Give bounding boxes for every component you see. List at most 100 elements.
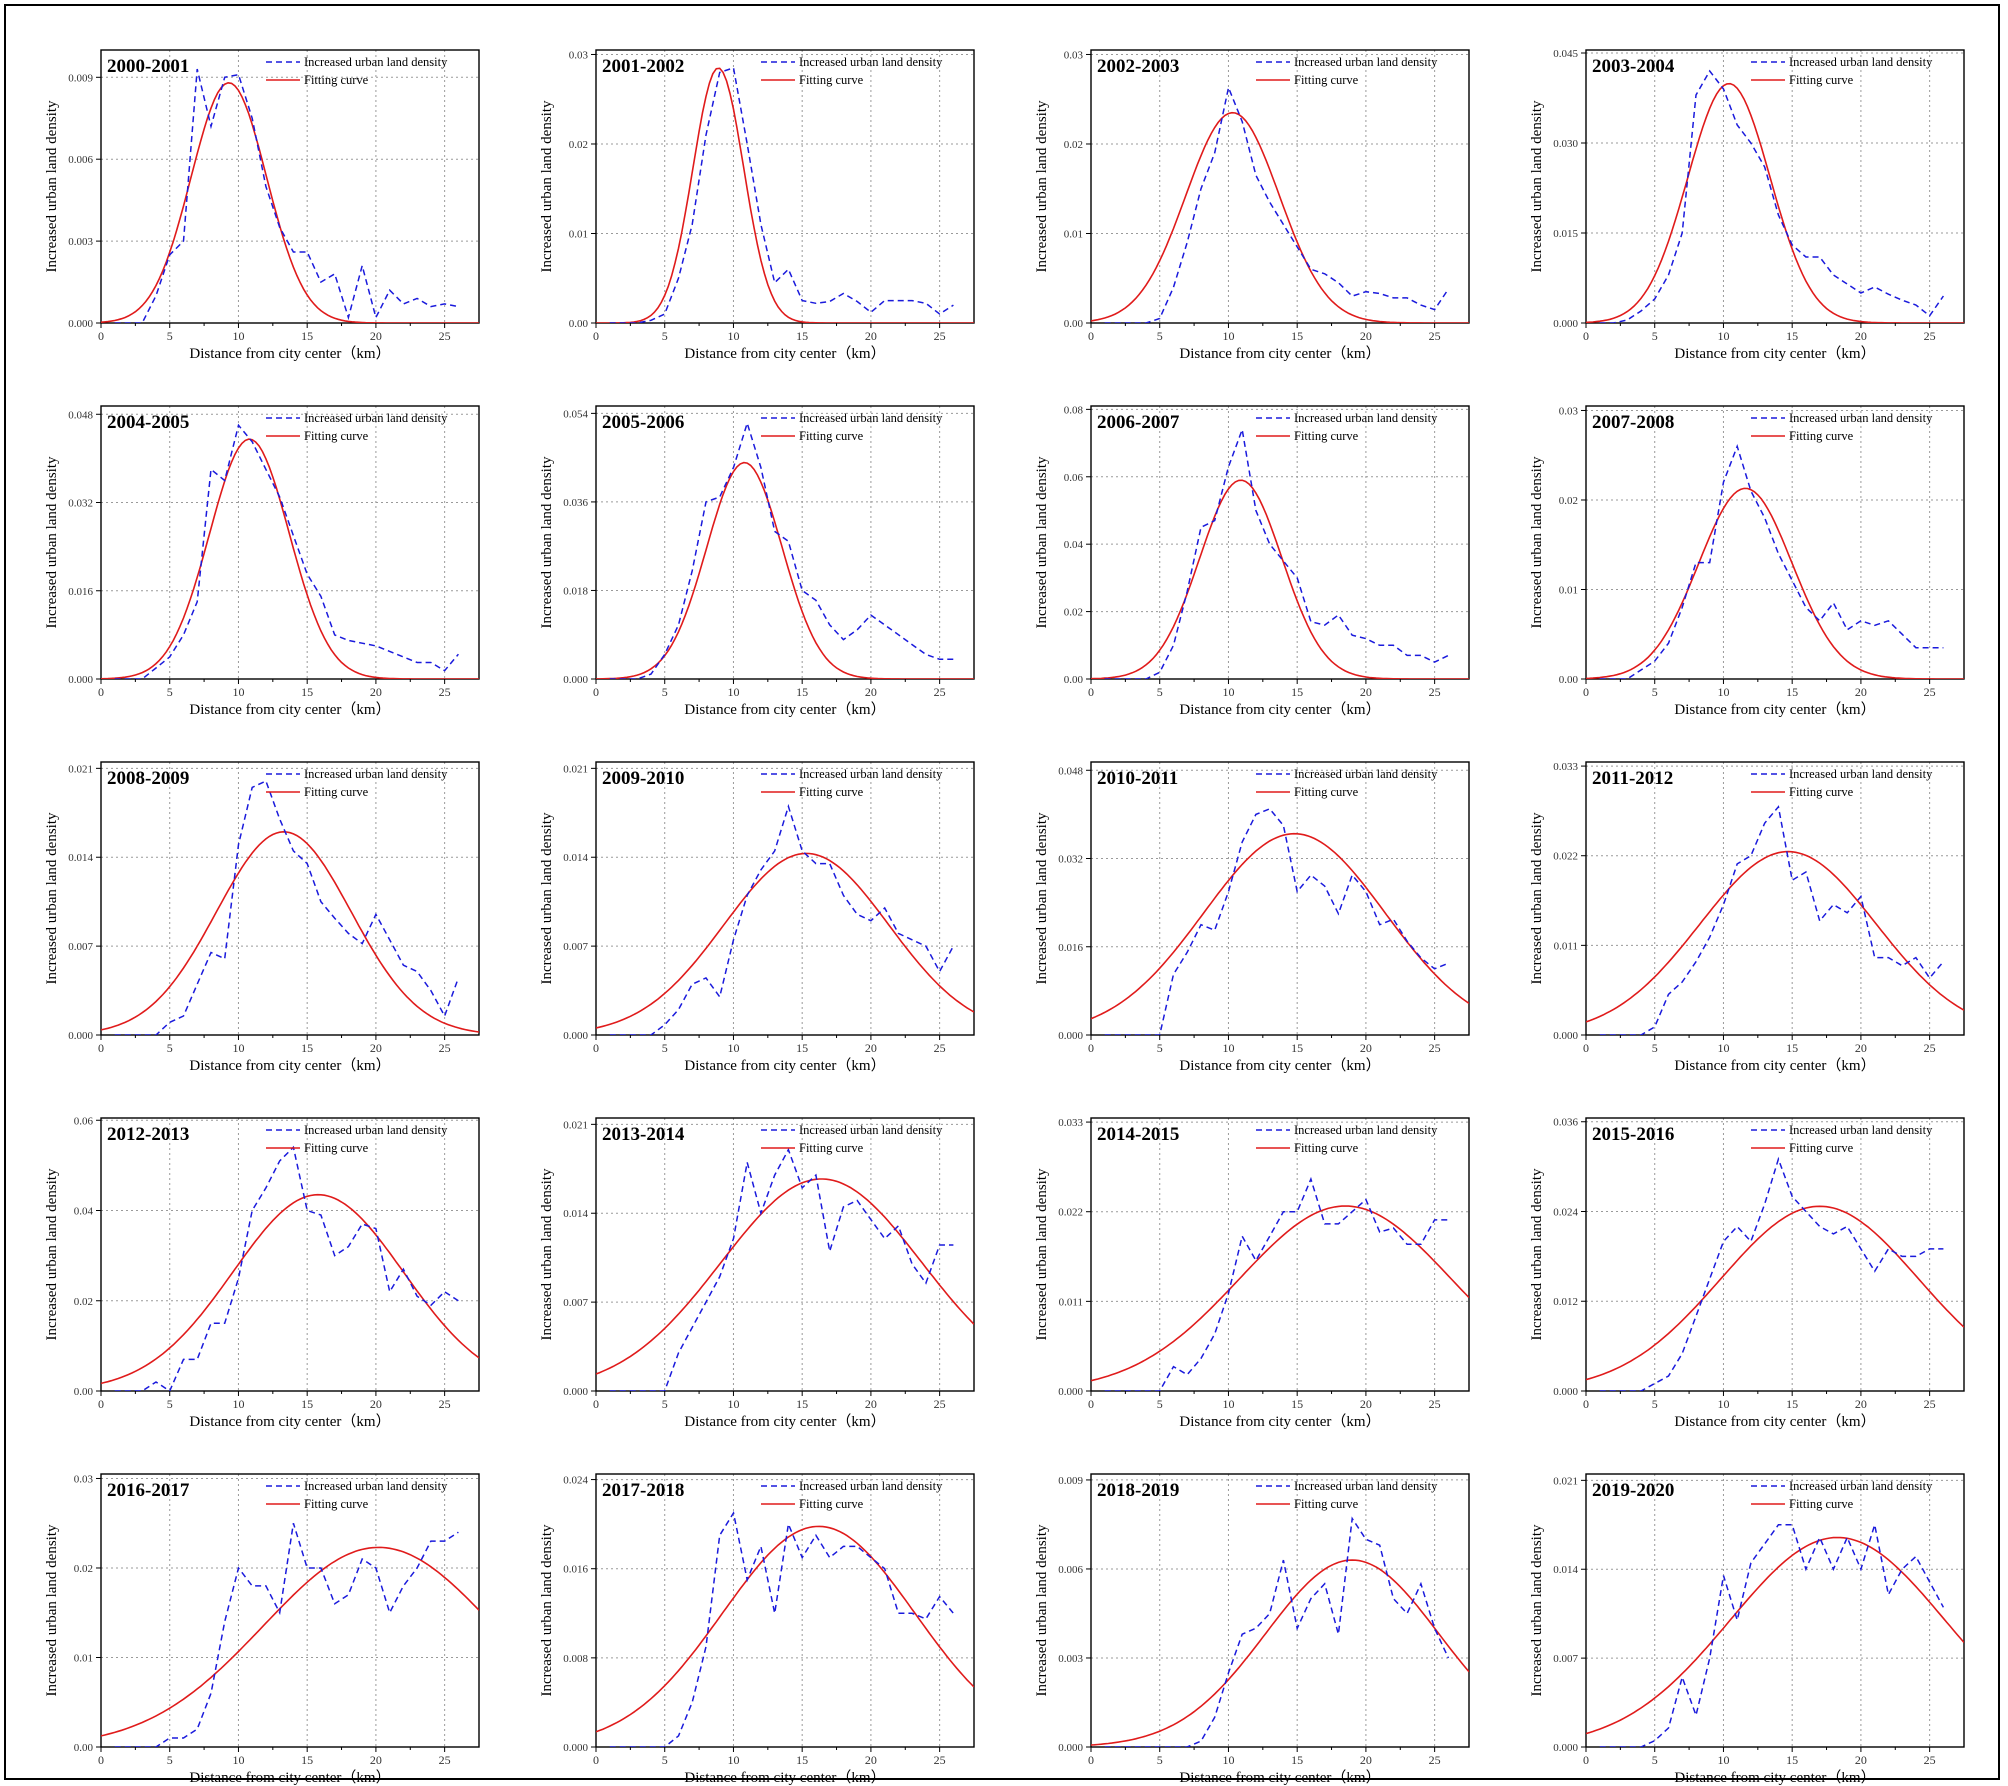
x-tick-label: 10 [1717,1397,1729,1411]
chart-title: 2017-2018 [602,1480,684,1501]
y-tick-label: 0.016 [1058,942,1083,954]
x-axis-label: Distance from city center（km） [1179,345,1380,362]
chart-title: 2009-2010 [602,768,684,789]
chart-panel: 0 5 10 15 20 25 0.000 0.008 0.016 0.024 Distance f… [539,1473,975,1786]
plot-frame [1585,405,1965,680]
y-tick-label: 0.03 [1064,49,1084,61]
y-tick-label: 0.08 [1064,404,1084,416]
plot-frame [100,1473,480,1748]
x-tick-label: 5 [1157,685,1163,699]
observed-density-line [114,423,459,679]
fitting-curve-line [1586,1536,1964,1735]
y-tick-label: 0.000 [563,1386,588,1398]
x-tick-label: 5 [662,1041,668,1055]
fitting-curve-line [101,1193,479,1385]
y-tick-label: 0.018 [563,585,588,597]
x-tick-label: 0 [98,329,104,343]
plot-frame [100,761,480,1036]
y-tick-label: 0.000 [1058,1386,1083,1398]
x-axis-label: Distance from city center（km） [189,1413,390,1430]
x-tick-label: 0 [1583,1753,1589,1767]
legend-label-fitted: Fitting curve [304,429,369,443]
x-tick-label: 25 [1924,329,1936,343]
x-tick-label: 20 [1360,329,1372,343]
plot-frame [1090,49,1470,324]
x-tick-label: 20 [370,1397,382,1411]
y-axis-label: Increased urban land density [1034,1524,1050,1697]
x-tick-label: 15 [1786,685,1798,699]
y-tick-label: 0.014 [1553,1564,1578,1576]
x-axis-label: Distance from city center（km） [1674,1769,1875,1786]
y-axis-label: Increased urban land density [1034,1168,1050,1341]
y-tick-label: 0.033 [1553,761,1578,773]
y-tick-label: 0.04 [74,1206,94,1218]
x-tick-label: 25 [934,1753,946,1767]
chart-title: 2012-2013 [107,1124,189,1145]
x-tick-label: 0 [1583,685,1589,699]
plot-frame [1585,1117,1965,1392]
legend-label-observed: Increased urban land density [1294,767,1438,781]
chart-panel: 0 5 10 15 20 25 0.000 0.007 0.014 0.021 Distance f… [44,761,480,1074]
plot-frame [595,49,975,324]
fitting-curve-line [596,1525,974,1733]
x-tick-label: 25 [439,1041,451,1055]
y-tick-label: 0.06 [1064,472,1084,484]
y-axis-label: Increased urban land density [1034,100,1050,273]
x-tick-label: 25 [934,329,946,343]
fitting-curve-line [596,67,974,323]
x-tick-label: 20 [1360,685,1372,699]
fitting-curve-line [1586,1205,1964,1381]
observed-density-line [1104,1176,1449,1391]
legend-label-fitted: Fitting curve [304,1497,369,1511]
x-tick-label: 25 [1924,1397,1936,1411]
x-tick-label: 0 [593,1397,599,1411]
chart-panel: 0 5 10 15 20 25 0.00 0.02 0.04 0.06 Distance from … [44,1115,480,1430]
y-tick-label: 0.03 [569,49,589,61]
y-tick-label: 0.000 [68,318,93,330]
y-tick-label: 0.006 [68,154,93,166]
x-axis-label: Distance from city center（km） [684,1413,885,1430]
y-tick-label: 0.011 [1554,940,1578,952]
y-axis-label: Increased urban land density [539,1168,555,1341]
y-tick-label: 0.021 [563,763,588,775]
x-tick-label: 15 [796,1041,808,1055]
x-axis-label: Distance from city center（km） [189,1769,390,1786]
plot-frame [1090,1473,1470,1748]
legend-label-observed: Increased urban land density [799,1123,943,1137]
observed-density-line [1599,1156,1944,1391]
chart-panel: 0 5 10 15 20 25 0.00 0.02 0.04 0.06 0.08 Distance f… [1034,404,1470,718]
x-axis-label: Distance from city center（km） [189,345,390,362]
x-tick-label: 0 [593,1753,599,1767]
y-tick-label: 0.012 [1553,1296,1578,1308]
y-tick-label: 0.032 [1058,854,1083,866]
fitting-curve-line [101,830,479,1033]
x-tick-label: 15 [1786,1753,1798,1767]
x-tick-label: 15 [1291,1753,1303,1767]
chart-panel: 0 5 10 15 20 25 0.000 0.015 0.030 0.045 Distance f… [1529,48,1965,362]
x-tick-label: 25 [1429,685,1441,699]
x-tick-label: 0 [1583,329,1589,343]
chart-title: 2010-2011 [1097,768,1178,789]
legend-label-fitted: Fitting curve [304,73,369,87]
x-tick-label: 0 [98,685,104,699]
x-tick-label: 10 [232,1753,244,1767]
x-tick-label: 5 [167,1753,173,1767]
y-axis-label: Increased urban land density [539,100,555,273]
chart-title: 2013-2014 [602,1124,685,1145]
y-tick-label: 0.054 [563,408,588,420]
legend-label-fitted: Fitting curve [304,1141,369,1155]
y-tick-label: 0.024 [1553,1206,1578,1218]
legend-label-observed: Increased urban land density [799,55,943,69]
y-tick-label: 0.000 [1553,1386,1578,1398]
y-tick-label: 0.009 [1058,1475,1083,1487]
legend-label-fitted: Fitting curve [304,785,369,799]
y-axis-label: Increased urban land density [1529,1168,1545,1341]
x-tick-label: 25 [1924,685,1936,699]
legend-label-observed: Increased urban land density [1294,55,1438,69]
legend-label-fitted: Fitting curve [1789,1141,1854,1155]
x-tick-label: 15 [301,1397,313,1411]
observed-density-line [609,803,955,1035]
y-tick-label: 0.00 [1064,318,1084,330]
chart-panel: 0 5 10 15 20 25 0.000 0.011 0.022 0.033 Distance f… [1529,761,1965,1074]
y-tick-label: 0.003 [1058,1653,1083,1665]
